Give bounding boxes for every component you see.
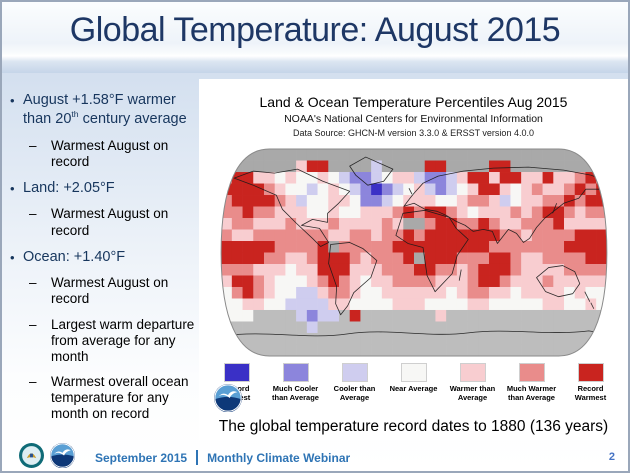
footer-label: Monthly Climate Webinar [207,450,351,465]
bullet-text: Warmest August on record [51,275,169,307]
bullet-text: August +1.58°F warmer than 20th century … [23,92,187,128]
legend-item: Warmer than Average [447,363,498,403]
bullet-marker: – [29,374,37,390]
commerce-seal-icon [19,443,44,468]
bullet-list: • August +1.58°F warmer than 20th century… [10,92,206,423]
legend-item: Much Warmer than Average [506,363,557,403]
bullet-marker: • [10,180,15,196]
legend-swatch [518,363,545,382]
legend-item: Near Average [388,363,439,403]
bullet-text: Warmest August on record [51,206,169,238]
noaa-logo-icon [50,443,75,468]
legend-swatch [223,363,250,382]
legend-label: Record Warmest [574,384,607,403]
bullet-marker: – [29,137,37,153]
continent-outlines [222,156,607,337]
sub-bullet-item: – Largest warm departure from average for… [10,317,206,366]
bullet-text: Land: +2.05°F [23,179,115,196]
legend-swatch [400,363,427,382]
legend-item: Much Cooler than Average [270,363,321,403]
footer-date: September 2015 [95,450,188,465]
legend-item: Cooler than Average [329,363,380,403]
legend-swatch [459,363,486,382]
sidebar: • August +1.58°F warmer than 20th century… [10,82,206,423]
bullet-text: Largest warm departure from average for … [51,316,195,364]
bullet-marker: • [10,93,15,108]
bullet-marker: – [29,206,37,222]
bullet-item: • Land: +2.05°F [10,180,206,197]
legend-swatch [577,363,604,382]
legend-label: Much Warmer than Average [506,384,557,403]
map-subtitle: NOAA's National Centers for Environmenta… [284,113,543,125]
sub-bullet-item: – Warmest August on record [10,138,206,170]
title-bar: Global Temperature: August 2015 [2,2,628,73]
map-panel: Land & Ocean Temperature Percentiles Aug… [199,79,628,440]
sub-bullet-item: – Warmest August on record [10,206,206,238]
map-data-source: Data Source: GHCN-M version 3.3.0 & ERSS… [293,128,534,138]
map-outline [220,148,607,357]
legend-label: Warmer than Average [449,384,496,403]
page-title: Global Temperature: August 2015 [69,11,561,49]
legend-label: Cooler than Average [333,384,376,403]
map-title: Land & Ocean Temperature Percentiles Aug… [259,94,568,110]
bullet-marker: – [29,275,37,291]
bullet-item: • August +1.58°F warmer than 20th century… [10,92,206,129]
legend-item: Record Warmest [565,363,616,403]
bullet-marker: – [29,316,37,332]
bullet-item: • Ocean: +1.40°F [10,249,206,266]
bullet-text: Warmest overall ocean temperature for an… [51,374,189,422]
sub-bullet-item: – Warmest overall ocean temperature for a… [10,374,206,423]
footer-logos [19,443,75,468]
footer: September 2015 Monthly Climate Webinar [95,450,350,465]
footer-divider [196,450,199,465]
legend-label: Much Cooler than Average [272,384,319,403]
legend-label: Near Average [389,384,438,393]
bullet-text: Ocean: +1.40°F [23,248,126,265]
sub-bullet-item: – Warmest August on record [10,275,206,307]
map-cells [220,149,607,356]
map-caption: The global temperature record dates to 1… [218,418,609,435]
page-number: 2 [608,451,615,463]
legend: Record ColdestMuch Cooler than AverageCo… [199,363,628,403]
legend-swatch [341,363,368,382]
noaa-logo-small-icon [214,384,242,412]
legend-swatch [282,363,309,382]
bullet-text: Warmest August on record [51,137,169,169]
bullet-marker: • [10,249,15,265]
world-map [220,148,607,357]
